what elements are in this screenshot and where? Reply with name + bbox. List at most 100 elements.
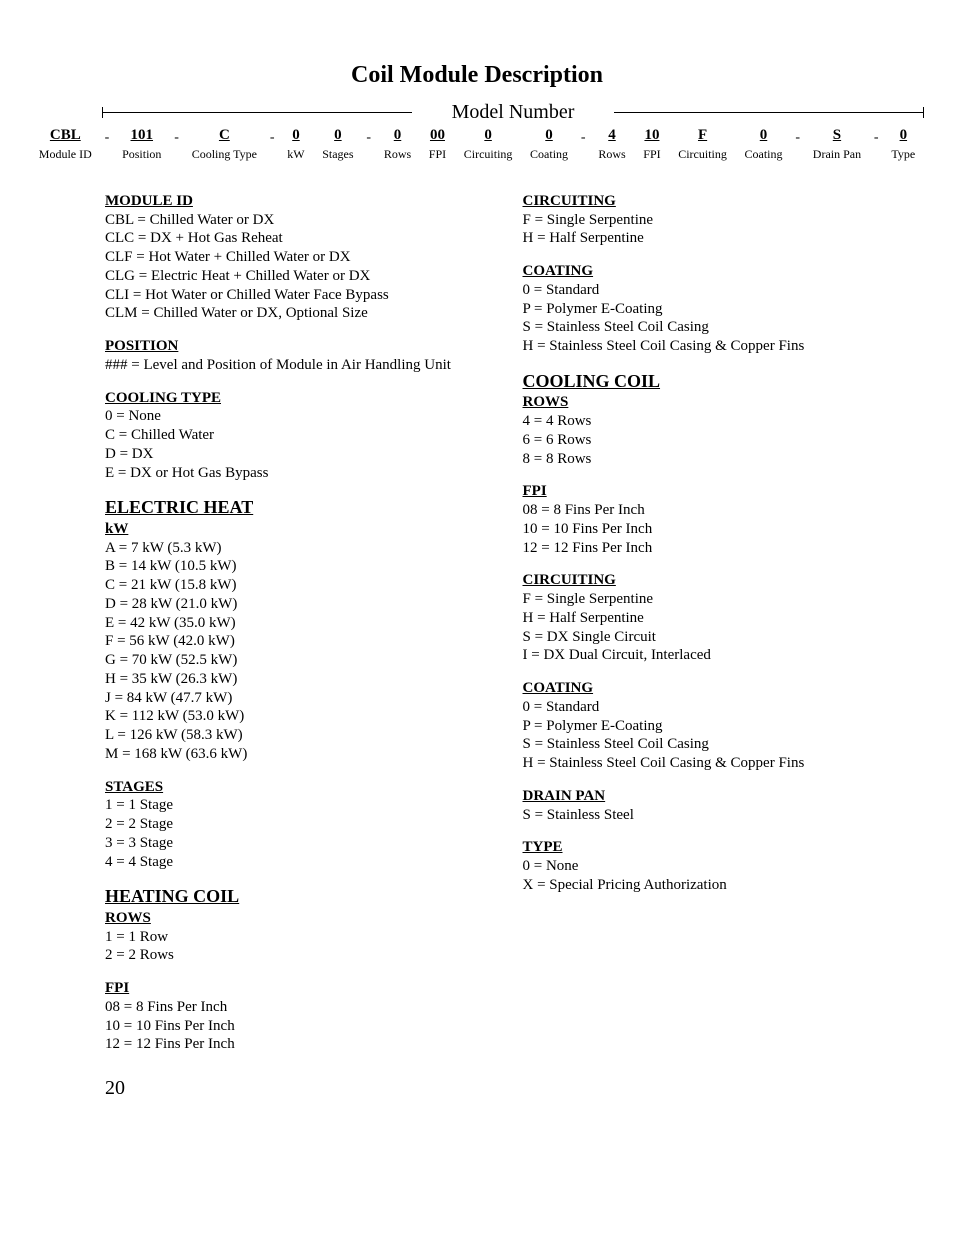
section-heading: CIRCUITING	[523, 192, 905, 211]
model-number-label: Model Number	[440, 100, 587, 125]
definition-line: 08 = 8 Fins Per Inch	[523, 501, 905, 520]
section-heading: CIRCUITING	[523, 571, 905, 590]
field-separator: -	[101, 126, 114, 147]
definition-line: P = Polymer E-Coating	[523, 717, 905, 736]
definition-line: S = Stainless Steel Coil Casing	[523, 318, 905, 337]
section-items: ### = Level and Position of Module in Ai…	[105, 356, 487, 375]
section-items: 0 = NoneX = Special Pricing Authorizatio…	[523, 857, 905, 895]
definition-line: CLM = Chilled Water or DX, Optional Size	[105, 304, 487, 323]
definition-line: 10 = 10 Fins Per Inch	[523, 520, 905, 539]
model-field-code: 0	[736, 126, 792, 145]
model-field-label: FPI	[634, 147, 669, 162]
definition-line: CLC = DX + Hot Gas Reheat	[105, 229, 487, 248]
section-major-heading: COOLING COIL	[523, 370, 905, 393]
section-sub-heading: ROWS	[523, 393, 905, 412]
definition-line: 3 = 3 Stage	[105, 834, 487, 853]
section-items: 4 = 4 Rows6 = 6 Rows8 = 8 Rows	[523, 412, 905, 468]
model-field: C Cooling Type	[183, 126, 266, 162]
section-heading: TYPE	[523, 838, 905, 857]
model-field-label: Rows	[375, 147, 420, 162]
definition-line: A = 7 kW (5.3 kW)	[105, 539, 487, 558]
definition-line: 8 = 8 Rows	[523, 450, 905, 469]
definition-line: C = 21 kW (15.8 kW)	[105, 576, 487, 595]
section-sub-heading: kW	[105, 520, 487, 539]
section-items: 0 = StandardP = Polymer E-CoatingS = Sta…	[523, 281, 905, 356]
field-separator: -	[266, 126, 279, 147]
definition-line: 0 = None	[523, 857, 905, 876]
definition-line: F = 56 kW (42.0 kW)	[105, 632, 487, 651]
model-field-code: 0	[883, 126, 924, 145]
section-items: 1 = 1 Stage2 = 2 Stage3 = 3 Stage4 = 4 S…	[105, 796, 487, 871]
definition-line: L = 126 kW (58.3 kW)	[105, 726, 487, 745]
definition-line: H = Stainless Steel Coil Casing & Copper…	[523, 754, 905, 773]
model-field: 0Circuiting	[455, 126, 521, 162]
definition-line: 08 = 8 Fins Per Inch	[105, 998, 487, 1017]
section-items: 0 = NoneC = Chilled WaterD = DXE = DX or…	[105, 407, 487, 482]
definition-line: F = Single Serpentine	[523, 590, 905, 609]
section-major-heading: ELECTRIC HEAT	[105, 496, 487, 519]
model-field: FCircuiting	[669, 126, 735, 162]
section-heading: COOLING TYPE	[105, 389, 487, 408]
definition-line: H = Half Serpentine	[523, 609, 905, 628]
model-field-code: 0	[313, 126, 362, 145]
model-field-label: Drain Pan	[804, 147, 870, 162]
field-separator: -	[170, 126, 183, 147]
model-field-label: Cooling Type	[183, 147, 266, 162]
model-field-code: 0	[375, 126, 420, 145]
model-field-code: 0	[455, 126, 521, 145]
model-field-label: FPI	[420, 147, 455, 162]
section-heading: COATING	[523, 262, 905, 281]
section-heading: FPI	[523, 482, 905, 501]
section-heading: MODULE ID	[105, 192, 487, 211]
definition-line: CLF = Hot Water + Chilled Water or DX	[105, 248, 487, 267]
definition-line: M = 168 kW (63.6 kW)	[105, 745, 487, 764]
model-field-label: Stages	[313, 147, 362, 162]
definition-line: D = DX	[105, 445, 487, 464]
model-field-code: 0	[278, 126, 313, 145]
model-field-label: Coating	[736, 147, 792, 162]
section-items: 08 = 8 Fins Per Inch10 = 10 Fins Per Inc…	[105, 998, 487, 1054]
model-field: 00 FPI	[420, 126, 455, 162]
definition-line: J = 84 kW (47.7 kW)	[105, 689, 487, 708]
left-column: MODULE IDCBL = Chilled Water or DXCLC = …	[105, 192, 487, 1054]
definition-line: G = 70 kW (52.5 kW)	[105, 651, 487, 670]
definition-line: 0 = None	[105, 407, 487, 426]
model-field: 0 Stages	[313, 126, 362, 162]
definition-line: CBL = Chilled Water or DX	[105, 211, 487, 230]
model-field: 101 Position	[113, 126, 170, 162]
section-items: A = 7 kW (5.3 kW)B = 14 kW (10.5 kW)C = …	[105, 539, 487, 764]
section-items: F = Single SerpentineH = Half Serpentine…	[523, 590, 905, 665]
model-field-code: 00	[420, 126, 455, 145]
definition-line: H = Stainless Steel Coil Casing & Copper…	[523, 337, 905, 356]
section-heading: FPI	[105, 979, 487, 998]
definition-line: I = DX Dual Circuit, Interlaced	[523, 646, 905, 665]
section-major-heading: HEATING COIL	[105, 885, 487, 908]
definition-line: 0 = Standard	[523, 698, 905, 717]
section-items: S = Stainless Steel	[523, 806, 905, 825]
definition-line: P = Polymer E-Coating	[523, 300, 905, 319]
section-heading: STAGES	[105, 778, 487, 797]
section-sub-heading: ROWS	[105, 909, 487, 928]
section-heading: COATING	[523, 679, 905, 698]
model-number-diagram: Model Number CBLModule ID-101Position-CC…	[30, 100, 924, 162]
model-field-label: Position	[113, 147, 170, 162]
section-heading: DRAIN PAN	[523, 787, 905, 806]
model-field-code: F	[669, 126, 735, 145]
section-items: CBL = Chilled Water or DXCLC = DX + Hot …	[105, 211, 487, 324]
model-field-code: C	[183, 126, 266, 145]
model-field-code: 101	[113, 126, 170, 145]
model-field-label: Type	[883, 147, 924, 162]
model-field: 0kW	[278, 126, 313, 162]
definition-line: B = 14 kW (10.5 kW)	[105, 557, 487, 576]
model-field: CBLModule ID	[30, 126, 101, 162]
section-heading: POSITION	[105, 337, 487, 356]
definition-line: S = Stainless Steel	[523, 806, 905, 825]
definition-line: 4 = 4 Rows	[523, 412, 905, 431]
definition-line: D = 28 kW (21.0 kW)	[105, 595, 487, 614]
model-field-label: Module ID	[30, 147, 101, 162]
definition-line: 1 = 1 Stage	[105, 796, 487, 815]
definition-line: 10 = 10 Fins Per Inch	[105, 1017, 487, 1036]
model-field: 0 Rows	[375, 126, 420, 162]
model-field-label: Rows	[590, 147, 635, 162]
definition-line: 1 = 1 Row	[105, 928, 487, 947]
